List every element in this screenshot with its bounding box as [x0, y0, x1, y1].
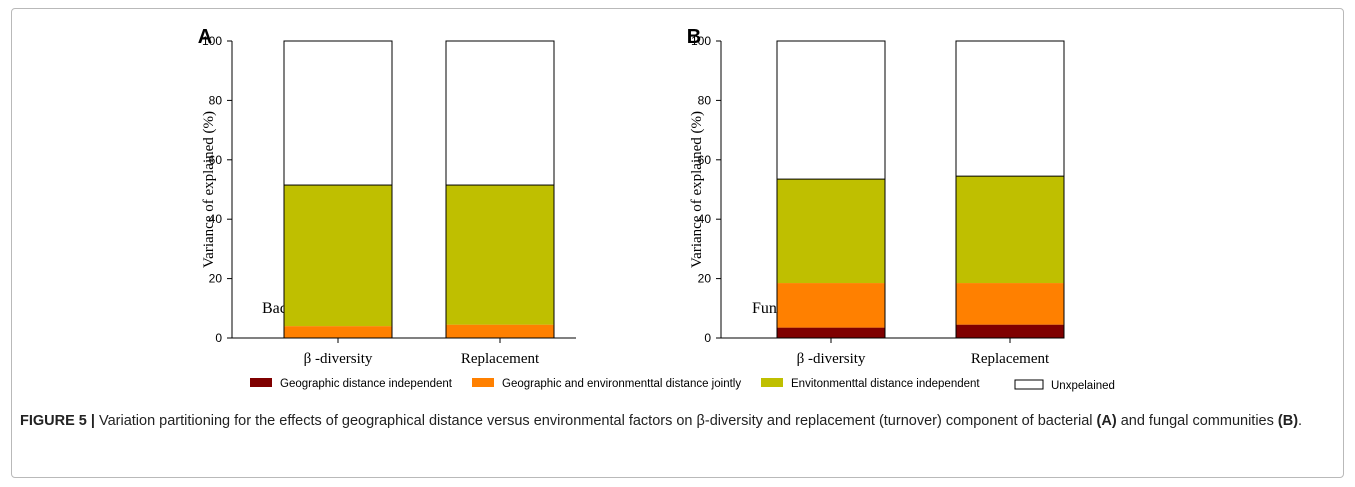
caption-text-1: Variation partitioning for the effects o…	[94, 413, 1097, 429]
y-tick-label: 40	[698, 212, 712, 226]
bar-segment	[777, 179, 885, 284]
caption-text-3: .	[1298, 413, 1303, 429]
x-tick-label: β -diversity	[797, 351, 866, 367]
bar-segment	[955, 40, 1065, 177]
y-axis-label: Variance of explained (%)	[689, 111, 705, 268]
y-tick-label: 20	[209, 272, 223, 286]
legend-swatch	[761, 378, 783, 387]
bar-segment	[777, 327, 885, 338]
x-tick-label: Replacement	[971, 351, 1050, 367]
y-axis-label: Variance of explained (%)	[201, 111, 217, 268]
y-tick-label: 40	[209, 212, 223, 226]
legend-swatch	[1014, 379, 1044, 390]
caption-text-2: and fungal communities	[1116, 413, 1278, 429]
bar-segment	[956, 324, 1064, 338]
y-tick-label: 80	[698, 93, 712, 107]
bar-segment	[777, 283, 885, 328]
bar-segment	[284, 326, 392, 338]
figure-frame	[11, 8, 1344, 478]
y-tick-label: 100	[202, 34, 222, 48]
y-tick-label: 60	[698, 153, 712, 167]
legend-label: Geographic and environmenttal distance j…	[502, 378, 741, 390]
bar-segment	[283, 40, 393, 186]
legend-label: Unxpelained	[1051, 380, 1115, 392]
x-tick-label: Replacement	[461, 351, 540, 367]
y-tick-label: 0	[704, 331, 711, 345]
legend-label: Geographic distance independent	[280, 378, 453, 390]
figure-caption: FIGURE 5 | Variation partitioning for th…	[20, 410, 1330, 433]
caption-ref-a: (A)	[1096, 413, 1117, 429]
bar-segment	[446, 324, 554, 338]
panel-label: B	[687, 26, 701, 48]
caption-label: FIGURE 5 |	[20, 413, 95, 429]
bar-segment	[956, 283, 1064, 325]
y-tick-label: 20	[698, 272, 712, 286]
caption-ref-b: (B)	[1277, 413, 1299, 429]
bar-segment	[284, 185, 392, 327]
x-tick-label: β -diversity	[304, 351, 373, 367]
y-tick-label: 100	[691, 34, 711, 48]
legend-swatch	[472, 378, 494, 387]
y-tick-label: 60	[209, 153, 223, 167]
y-tick-label: 0	[215, 331, 222, 345]
bar-segment	[446, 185, 554, 325]
bar-segment	[445, 40, 555, 186]
legend-swatch	[250, 378, 272, 387]
bar-segment	[956, 176, 1064, 284]
y-tick-label: 80	[209, 93, 223, 107]
panel-label: A	[198, 26, 212, 48]
legend-label: Envitonmenttal distance independent	[791, 378, 980, 390]
bar-segment	[776, 40, 886, 180]
